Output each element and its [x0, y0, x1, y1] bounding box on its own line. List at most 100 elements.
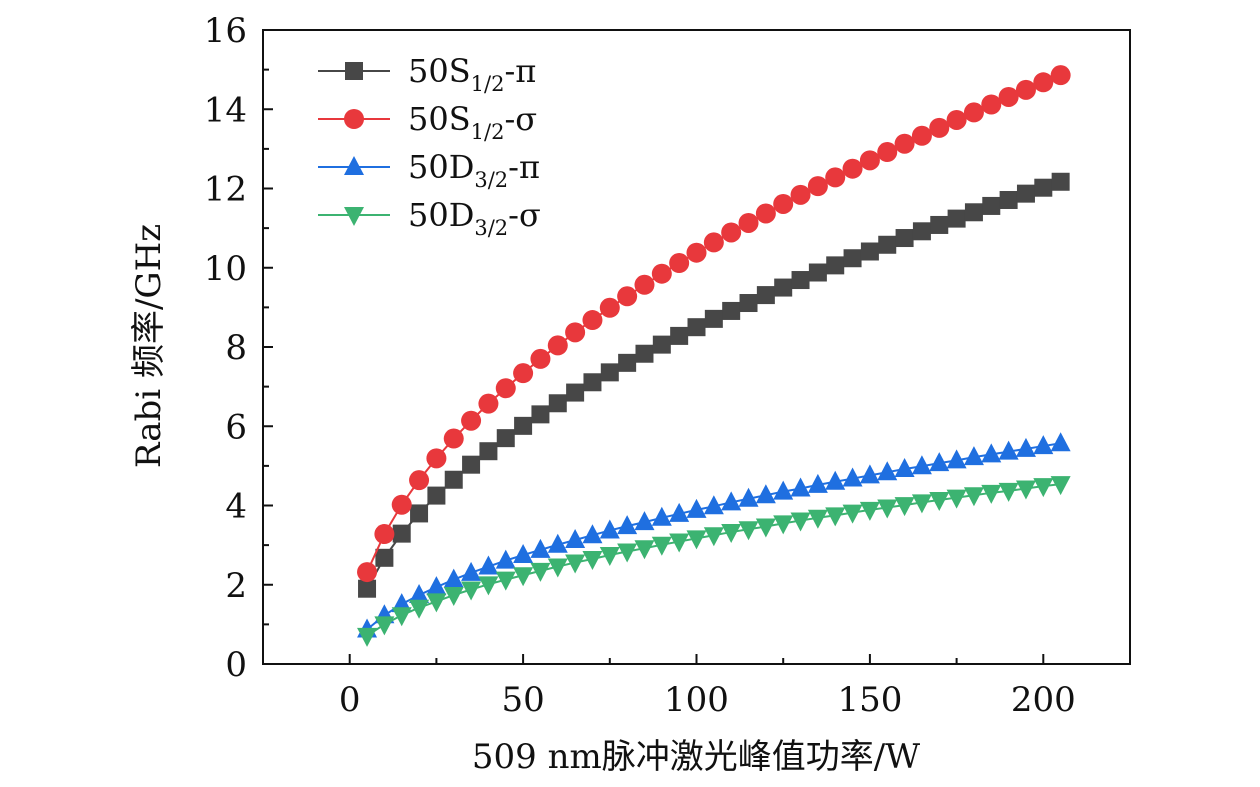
- data-point: [1015, 79, 1036, 100]
- data-point: [409, 584, 430, 604]
- data-point: [1015, 437, 1036, 457]
- data-point: [426, 576, 447, 596]
- data-point: [669, 252, 690, 273]
- data-point: [998, 440, 1019, 460]
- y-tick-label: 6: [225, 407, 247, 447]
- data-point: [790, 184, 811, 205]
- legend-label: 50D3/2-σ: [408, 196, 541, 240]
- data-point: [513, 544, 534, 564]
- data-point: [409, 599, 430, 619]
- legend-label: 50S1/2-π: [408, 52, 536, 96]
- x-tick-label: 200: [1011, 680, 1076, 720]
- y-tick-label: 14: [204, 90, 247, 130]
- data-point: [878, 235, 897, 254]
- data-point: [548, 394, 567, 413]
- data-point: [703, 495, 724, 515]
- data-point: [703, 232, 724, 253]
- data-point: [634, 274, 655, 295]
- data-point: [826, 256, 845, 275]
- data-point: [687, 318, 706, 337]
- data-point: [998, 482, 1019, 502]
- data-point: [547, 558, 568, 578]
- data-point: [513, 567, 534, 587]
- data-point: [738, 212, 759, 233]
- data-point: [912, 222, 931, 241]
- x-axis-title: 509 nm脉冲激光峰值功率/W: [472, 737, 920, 777]
- data-point: [721, 491, 742, 511]
- data-point: [755, 518, 776, 538]
- data-point: [530, 562, 551, 582]
- legend-marker: [344, 156, 364, 175]
- data-point: [825, 167, 846, 188]
- data-point: [807, 509, 828, 529]
- data-point: [755, 203, 776, 224]
- data-point: [946, 489, 967, 509]
- data-point: [1051, 172, 1070, 191]
- data-point: [618, 353, 637, 372]
- data-point: [1050, 65, 1071, 86]
- data-point: [547, 335, 568, 356]
- data-point: [842, 467, 863, 487]
- data-point: [773, 193, 794, 214]
- data-point: [427, 486, 446, 505]
- data-point: [756, 286, 775, 305]
- data-point: [547, 533, 568, 553]
- data-point: [514, 416, 533, 435]
- data-point: [790, 512, 811, 532]
- x-tick-label: 150: [837, 680, 902, 720]
- data-point: [443, 568, 464, 588]
- data-point: [1050, 476, 1071, 496]
- data-point: [444, 470, 463, 489]
- legend-label: 50D3/2-π: [408, 148, 540, 192]
- data-point: [582, 310, 603, 331]
- data-point: [375, 548, 394, 567]
- data-point: [998, 86, 1019, 107]
- legend-item: 50S1/2-π: [318, 52, 536, 96]
- data-point: [582, 524, 603, 544]
- data-point: [357, 627, 378, 647]
- y-tick-label: 4: [225, 487, 247, 527]
- y-tick-label: 16: [204, 11, 247, 51]
- legend-item: 50D3/2-π: [318, 148, 540, 192]
- data-point: [929, 452, 950, 472]
- data-point: [669, 533, 690, 553]
- data-point: [1016, 184, 1035, 203]
- data-point: [790, 477, 811, 497]
- data-point: [582, 550, 603, 570]
- x-axis: 0 50 100 150 200: [339, 654, 1076, 720]
- data-point: [911, 455, 932, 475]
- data-point: [374, 524, 395, 545]
- data-point: [929, 491, 950, 511]
- data-point: [651, 263, 672, 284]
- data-point: [531, 405, 550, 424]
- y-tick-label: 10: [204, 249, 247, 289]
- data-point: [877, 142, 898, 163]
- data-point: [859, 464, 880, 484]
- data-point: [478, 393, 499, 414]
- data-point: [1033, 435, 1054, 455]
- data-point: [409, 470, 430, 491]
- data-point: [722, 301, 741, 320]
- data-point: [964, 203, 983, 222]
- data-point: [617, 286, 638, 307]
- data-point: [930, 215, 949, 234]
- data-point: [911, 494, 932, 514]
- data-point: [1050, 432, 1071, 452]
- data-point: [426, 448, 447, 469]
- legend-marker: [344, 109, 364, 129]
- data-point: [721, 524, 742, 544]
- data-point: [686, 242, 707, 263]
- data-point: [981, 443, 1002, 463]
- data-point: [807, 473, 828, 493]
- data-point: [773, 480, 794, 500]
- data-point: [773, 515, 794, 535]
- data-point: [808, 263, 827, 282]
- data-point: [842, 504, 863, 524]
- data-point: [859, 150, 880, 171]
- data-point: [565, 528, 586, 548]
- data-point: [617, 515, 638, 535]
- data-point: [479, 442, 498, 461]
- y-tick-label: 0: [225, 645, 247, 685]
